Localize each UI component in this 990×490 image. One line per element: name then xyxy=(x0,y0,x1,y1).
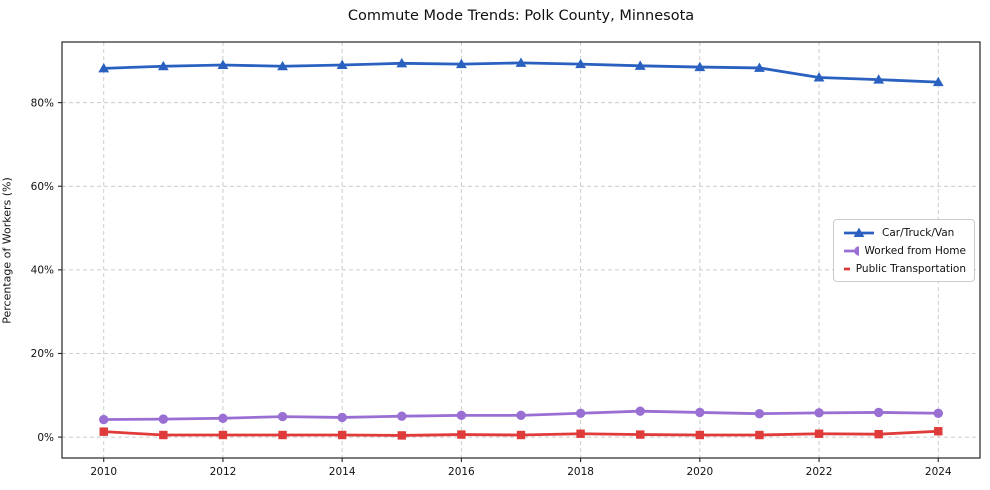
axis-ticks xyxy=(58,102,939,462)
svg-text:60%: 60% xyxy=(31,181,54,193)
svg-text:20%: 20% xyxy=(31,348,54,360)
plot-border xyxy=(61,41,981,459)
svg-text:2022: 2022 xyxy=(806,466,833,478)
svg-text:40%: 40% xyxy=(31,265,54,277)
chart-title: Commute Mode Trends: Polk County, Minnes… xyxy=(347,8,695,24)
legend-item-public-transportation: Public Transportation xyxy=(842,261,966,276)
svg-text:2018: 2018 xyxy=(567,466,594,478)
legend-item-worked-from-home: Worked from Home xyxy=(842,243,966,258)
legend-label: Public Transportation xyxy=(855,262,966,275)
worked-from-home-line-marker-icon xyxy=(844,245,859,256)
svg-text:0%: 0% xyxy=(37,432,54,444)
svg-text:2016: 2016 xyxy=(448,466,475,478)
legend-label: Car/Truck/Van xyxy=(882,226,955,239)
series-car-truck-van xyxy=(98,57,944,87)
car-truck-van-line-marker-icon xyxy=(844,227,874,237)
svg-text:2012: 2012 xyxy=(210,466,237,478)
series-public-transportation xyxy=(99,427,943,440)
axis-tick-labels: 2010 2012 2014 2016 2018 2020 2022 2024 0% 20% 40%… xyxy=(31,97,952,478)
svg-text:2014: 2014 xyxy=(329,466,356,478)
svg-text:2024: 2024 xyxy=(925,466,952,478)
legend-label: Worked from Home xyxy=(864,244,966,257)
public-transportation-line-marker-icon xyxy=(844,267,850,270)
legend-item-car-truck-van: Car/Truck/Van xyxy=(842,225,966,240)
series-worked-from-home xyxy=(99,406,943,425)
svg-text:2020: 2020 xyxy=(686,466,713,478)
svg-text:2010: 2010 xyxy=(90,466,117,478)
legend: Car/Truck/Van Worked from Home Public Tr… xyxy=(833,219,975,282)
svg-text:80%: 80% xyxy=(31,97,54,109)
